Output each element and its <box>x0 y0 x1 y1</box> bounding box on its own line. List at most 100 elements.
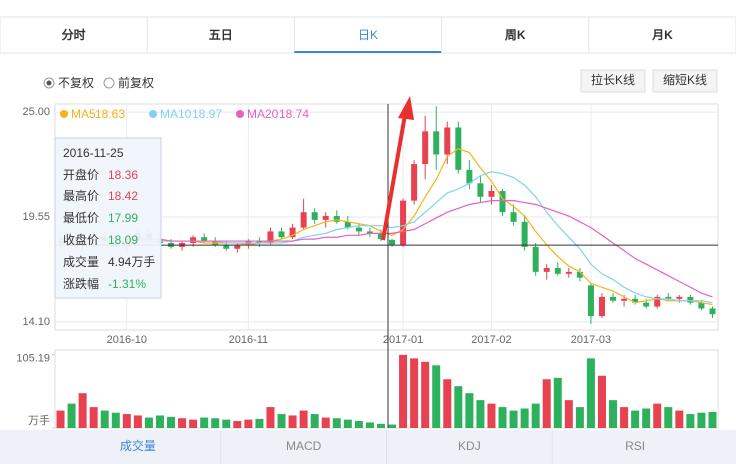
x-tick-label: 2016-10 <box>107 334 147 346</box>
tab[interactable]: 月K <box>651 28 673 42</box>
bottom-tab[interactable]: KDJ <box>458 439 481 453</box>
candle-body <box>499 191 506 213</box>
volume-bar <box>697 412 706 428</box>
volume-bar <box>686 414 695 428</box>
x-tick-label: 2017-02 <box>471 334 511 346</box>
tooltip-label: 收盘价 <box>63 232 99 247</box>
volume-bar <box>664 407 673 428</box>
tooltip-date: 2016-11-25 <box>63 146 124 160</box>
legend-name: MA20 <box>247 107 279 121</box>
candle-body <box>676 296 683 299</box>
radio-dot <box>46 80 52 86</box>
button[interactable] <box>580 69 646 93</box>
legend-dot <box>149 110 157 118</box>
candle-body <box>621 298 628 301</box>
button-label[interactable]: 缩短K线 <box>663 72 707 87</box>
candle-body <box>422 131 429 165</box>
option[interactable]: 不复权 <box>58 76 94 90</box>
x-tick-label: 2017-01 <box>383 334 423 346</box>
candle-body <box>366 231 373 234</box>
volume-bar <box>277 414 286 428</box>
candle-body <box>322 216 329 220</box>
volume-bar <box>421 361 430 428</box>
arrow-head <box>398 96 414 120</box>
candle-body <box>333 216 340 222</box>
legend-name: MA5 <box>71 107 96 121</box>
volume-bar <box>233 421 242 428</box>
volume-bar <box>343 419 352 428</box>
volume-bar <box>609 400 618 428</box>
volume-bar <box>553 377 562 428</box>
volume-bar <box>144 417 153 428</box>
tab[interactable]: 五日 <box>209 28 233 42</box>
option[interactable]: 前复权 <box>118 75 154 90</box>
button[interactable] <box>652 69 718 93</box>
volume-bar <box>167 416 176 428</box>
candle-body <box>576 271 583 278</box>
tab[interactable]: 分时 <box>62 27 86 42</box>
tooltip-value: 18.42 <box>108 189 138 203</box>
tab[interactable]: 周K <box>505 28 526 42</box>
tooltip-value: 17.99 <box>108 211 138 225</box>
volume-bar <box>498 407 507 428</box>
candle-body <box>632 298 639 303</box>
volume-bar <box>586 358 595 428</box>
legend-name: MA10 <box>160 107 192 121</box>
volume-bar <box>100 410 109 428</box>
tooltip-label: 最低价 <box>63 211 99 225</box>
volume-bar <box>675 410 684 428</box>
bottom-tab[interactable]: MACD <box>286 439 322 453</box>
button-label[interactable]: 拉长K线 <box>591 72 635 87</box>
volume-bar <box>111 412 120 428</box>
volume-bar <box>200 417 209 428</box>
candle-body <box>477 183 484 197</box>
candle-body <box>201 237 208 242</box>
candle-body <box>433 131 440 155</box>
volume-bar <box>631 410 640 428</box>
candle-body <box>278 231 285 238</box>
volume-bar <box>78 393 87 428</box>
volume-bar <box>708 411 717 428</box>
candle-body <box>289 227 296 238</box>
volume-tick-label: 105.19 <box>16 353 50 365</box>
volume-bar <box>67 403 76 428</box>
volume-bar <box>288 415 297 428</box>
candle-body <box>565 271 572 274</box>
tooltip-label: 开盘价 <box>63 167 99 182</box>
tooltip-value: 4.94万手 <box>108 255 155 269</box>
volume-bar <box>310 414 319 428</box>
bottom-tab[interactable]: RSI <box>625 439 645 453</box>
volume-bar <box>465 393 474 428</box>
tooltip-value: 18.36 <box>108 168 138 182</box>
volume-bar <box>410 358 419 428</box>
arrow-shaft <box>381 114 407 241</box>
tooltip-label: 最高价 <box>63 188 99 203</box>
volume-bar <box>432 365 441 428</box>
candle-body <box>709 308 716 315</box>
volume-bar <box>564 400 573 428</box>
candle-body <box>344 221 351 228</box>
tab[interactable]: 日K <box>358 28 378 42</box>
volume-bar <box>89 407 98 428</box>
volume-bar <box>321 417 330 428</box>
x-tick-label: 2017-03 <box>571 334 611 346</box>
legend-value: 18.74 <box>279 107 309 121</box>
candle-body <box>300 212 307 228</box>
bottom-tab[interactable]: 成交量 <box>120 438 156 453</box>
volume-bar <box>133 415 142 428</box>
volume-bar <box>653 403 662 428</box>
candle-body <box>267 231 274 243</box>
legend-dot <box>60 110 68 118</box>
candle-body <box>532 246 539 272</box>
candle-body <box>543 268 550 272</box>
volume-frame <box>54 349 719 429</box>
volume-bar <box>222 419 231 428</box>
candle-body <box>554 268 561 274</box>
candle-body <box>598 296 605 317</box>
candle-body <box>587 285 594 317</box>
volume-bar <box>376 423 385 428</box>
volume-bar <box>597 375 606 428</box>
radio[interactable] <box>103 77 115 89</box>
candle-body <box>510 212 517 222</box>
